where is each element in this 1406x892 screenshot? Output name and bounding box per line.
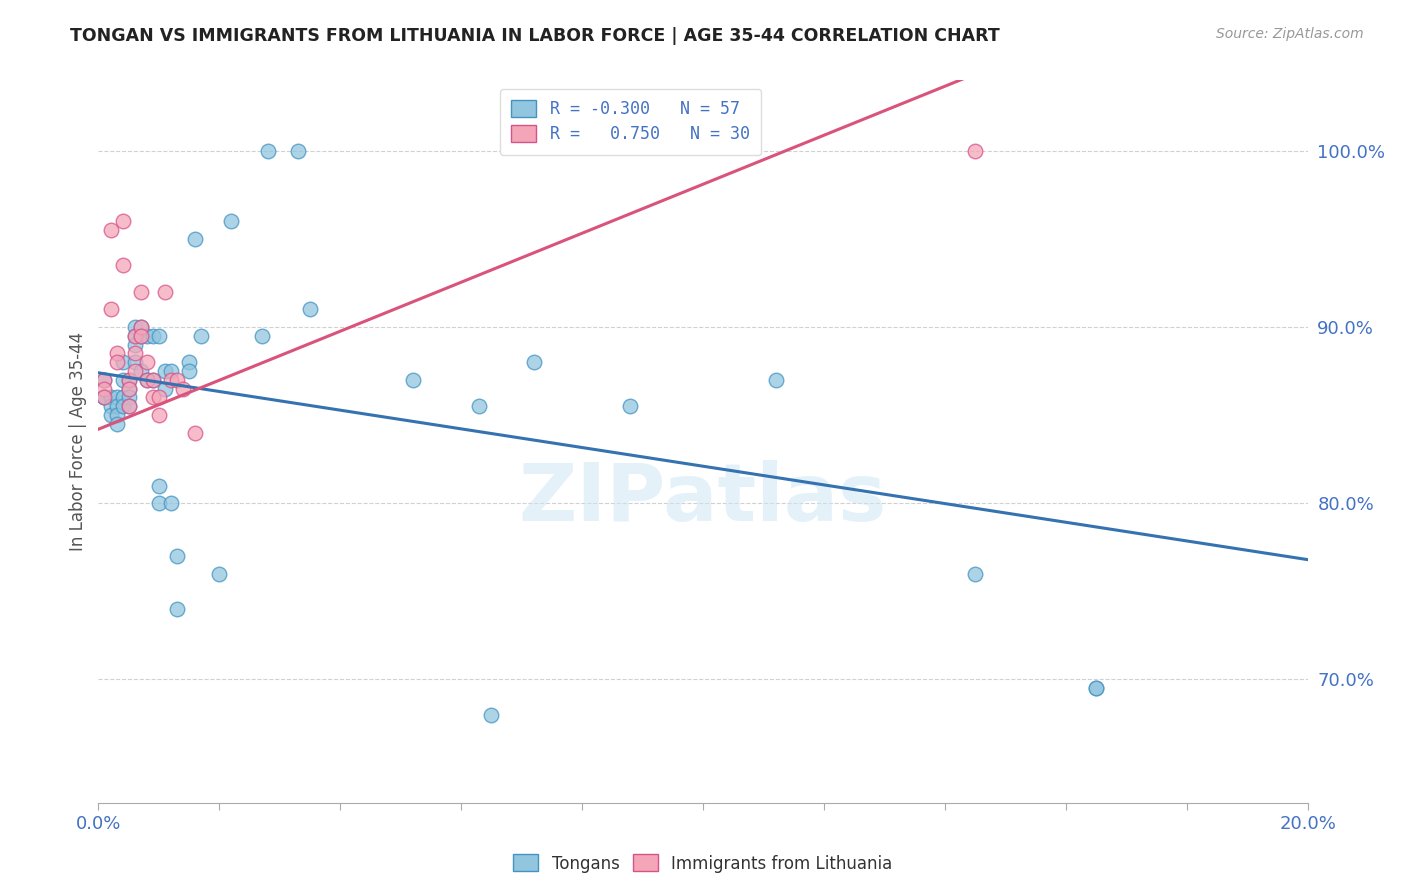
Point [619,399,641,413]
Point [184,425,207,440]
Point [118,399,141,413]
Point [1085,681,1108,696]
Point [523,355,546,369]
Point [129,320,152,334]
Point [129,328,152,343]
Point [179,355,201,369]
Point [111,214,134,228]
Point [142,328,165,343]
Point [148,478,170,492]
Point [111,355,134,369]
Point [105,408,128,422]
Point [129,285,152,299]
Point [105,417,128,431]
Point [118,399,141,413]
Point [184,232,207,246]
Point [118,373,141,387]
Point [190,328,212,343]
Point [142,373,165,387]
Point [166,602,188,616]
Point [221,214,243,228]
Point [105,346,128,360]
Point [148,391,170,405]
Point [93,373,115,387]
Point [468,399,491,413]
Point [124,320,146,334]
Point [135,373,157,387]
Point [124,364,146,378]
Point [124,355,146,369]
Point [118,382,141,396]
Point [153,364,176,378]
Point [142,373,165,387]
Point [965,144,987,158]
Point [1085,681,1108,696]
Point [402,373,425,387]
Point [124,337,146,351]
Point [129,364,152,378]
Point [287,144,309,158]
Point [172,382,194,396]
Point [111,391,134,405]
Point [105,391,128,405]
Point [153,285,176,299]
Point [124,328,146,343]
Point [118,391,141,405]
Point [105,355,128,369]
Point [93,373,115,387]
Point [135,328,157,343]
Point [160,373,183,387]
Point [111,258,134,272]
Legend: Tongans, Immigrants from Lithuania: Tongans, Immigrants from Lithuania [506,847,900,880]
Point [100,399,122,413]
Point [166,549,188,563]
Point [118,373,141,387]
Point [118,382,141,396]
Point [256,144,278,158]
Point [179,364,201,378]
Point [166,373,188,387]
Text: Source: ZipAtlas.com: Source: ZipAtlas.com [1216,27,1364,41]
Point [93,382,115,396]
Legend: R = -0.300   N = 57, R =   0.750   N = 30: R = -0.300 N = 57, R = 0.750 N = 30 [499,88,761,155]
Point [111,399,134,413]
Point [250,328,273,343]
Point [129,328,152,343]
Point [100,391,122,405]
Point [481,707,503,722]
Point [93,391,115,405]
Point [160,496,183,510]
Point [153,382,176,396]
Point [160,364,183,378]
Point [148,408,170,422]
Point [142,391,165,405]
Point [965,566,987,581]
Point [208,566,231,581]
Point [100,302,122,317]
Point [93,391,115,405]
Point [100,223,122,237]
Point [135,373,157,387]
Point [135,355,157,369]
Point [129,320,152,334]
Point [105,399,128,413]
Point [93,391,115,405]
Text: ZIPatlas: ZIPatlas [519,460,887,539]
Point [111,373,134,387]
Y-axis label: In Labor Force | Age 35-44: In Labor Force | Age 35-44 [69,332,87,551]
Point [124,328,146,343]
Point [299,302,322,317]
Point [765,373,787,387]
Point [148,496,170,510]
Text: TONGAN VS IMMIGRANTS FROM LITHUANIA IN LABOR FORCE | AGE 35-44 CORRELATION CHART: TONGAN VS IMMIGRANTS FROM LITHUANIA IN L… [70,27,1000,45]
Point [148,328,170,343]
Point [100,408,122,422]
Point [124,346,146,360]
